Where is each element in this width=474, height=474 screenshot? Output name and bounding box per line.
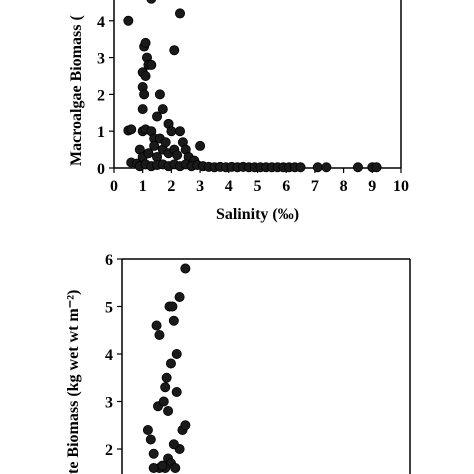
data-point [352, 162, 363, 173]
data-point [140, 70, 151, 81]
data-point [161, 372, 172, 383]
data-point [195, 140, 206, 151]
data-point [163, 405, 174, 416]
data-point [175, 8, 186, 19]
data-point [148, 448, 159, 459]
y-tick-label: 4 [105, 347, 113, 364]
chart-biomass-lower: 2 3 4 5 6 te Biomass (kg wet wt m⁻²) [65, 252, 411, 474]
data-point [149, 140, 160, 151]
y-tick-label: 4 [97, 14, 105, 31]
y-tick-label: 2 [105, 442, 113, 459]
chart-salinity-macroalgae: 0 1 2 3 4 5 6 7 8 9 10 0 1 2 3 4 Salinity (‰) Macroalgae … [68, 0, 409, 223]
x-tick-label: 6 [282, 178, 290, 195]
data-point [154, 329, 165, 340]
data-point [126, 124, 137, 135]
data-point [321, 162, 332, 173]
y-tick-label: 3 [97, 51, 105, 68]
data-point [295, 162, 306, 173]
data-point [123, 15, 134, 26]
data-point [165, 358, 176, 369]
x-tick-label: 2 [167, 178, 175, 195]
y-tick-label: 3 [105, 395, 113, 412]
data-point [151, 320, 162, 331]
x-tick-label: 5 [254, 178, 262, 195]
x-tick-label: 9 [368, 178, 376, 195]
data-point [371, 162, 382, 173]
y-axis-title: Macroalgae Biomass ( [68, 15, 85, 166]
data-point [172, 150, 183, 161]
data-point [157, 460, 168, 471]
y-tick-label: 5 [105, 300, 113, 317]
y-tick-label: 0 [97, 161, 105, 178]
data-point [148, 462, 159, 473]
data-point [160, 137, 171, 148]
data-point [171, 348, 182, 359]
data-point [171, 386, 182, 397]
data-point [146, 59, 157, 70]
data-point [169, 45, 180, 56]
data-point [166, 126, 177, 137]
data-point [142, 424, 153, 435]
data-point [137, 104, 148, 115]
data-point [174, 291, 185, 302]
data-point [175, 126, 186, 137]
data-point [168, 439, 179, 450]
data-point [158, 396, 169, 407]
data-point [167, 301, 178, 312]
x-tick-label: 3 [196, 178, 204, 195]
x-tick-label: 0 [110, 178, 118, 195]
data-point [180, 420, 191, 431]
data-point [152, 111, 163, 122]
data-point [143, 148, 154, 159]
data-point [168, 315, 179, 326]
x-tick-label: 7 [311, 178, 319, 195]
y-axis-title: te Biomass (kg wet wt m⁻²) [65, 290, 82, 474]
x-tick-label: 4 [225, 178, 233, 195]
data-point [160, 382, 171, 393]
data-point [140, 37, 151, 48]
data-point [157, 104, 168, 115]
x-tick-label: 10 [393, 178, 409, 195]
data-point [180, 263, 191, 274]
x-tick-label: 8 [340, 178, 348, 195]
y-tick-label: 1 [97, 124, 105, 141]
data-point [154, 89, 165, 100]
x-axis-title: Salinity (‰) [216, 206, 299, 223]
data-point [170, 462, 181, 473]
x-tick-label: 1 [139, 178, 147, 195]
y-tick-label: 6 [105, 252, 113, 269]
data-point [139, 89, 150, 100]
y-tick-label: 2 [97, 87, 105, 104]
data-point [146, 0, 157, 4]
data-point [145, 434, 156, 445]
data-point [312, 162, 323, 173]
